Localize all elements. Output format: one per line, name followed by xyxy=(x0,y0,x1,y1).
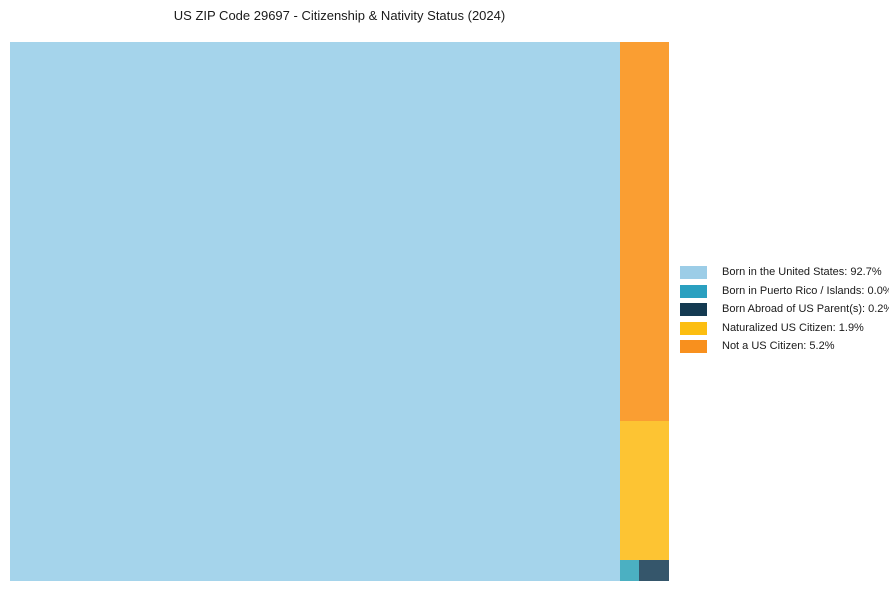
legend-item-naturalized: Naturalized US Citizen: 1.9% xyxy=(680,321,889,335)
legend-swatch-born-in-us xyxy=(680,266,707,279)
legend-item-born-in-puerto-rico: Born in Puerto Rico / Islands: 0.0% xyxy=(680,284,889,298)
legend-swatch-born-abroad xyxy=(680,303,707,316)
treemap-segment-naturalized-us-citizen xyxy=(620,421,669,560)
treemap-segment-born-in-us xyxy=(10,42,620,581)
treemap-segment-born-abroad-of-us-parents xyxy=(639,560,669,581)
treemap-segment-born-in-puerto-rico-islands xyxy=(620,560,639,581)
treemap-chart xyxy=(10,42,669,581)
legend-label: Naturalized US Citizen: 1.9% xyxy=(722,321,864,334)
legend-item-born-in-us: Born in the United States: 92.7% xyxy=(680,266,889,279)
legend-label: Not a US Citizen: 5.2% xyxy=(722,340,835,352)
legend-swatch-naturalized xyxy=(680,321,707,335)
legend-item-not-a-us-citizen: Not a US Citizen: 5.2% xyxy=(680,340,889,353)
legend-label: Born Abroad of US Parent(s): 0.2% xyxy=(722,303,889,315)
legend-label: Born in Puerto Rico / Islands: 0.0% xyxy=(722,284,889,297)
legend-swatch-born-in-puerto-rico xyxy=(680,284,707,298)
legend-label: Born in the United States: 92.7% xyxy=(722,266,882,278)
chart-legend: Born in the United States: 92.7% Born in… xyxy=(680,266,889,353)
chart-title: US ZIP Code 29697 - Citizenship & Nativi… xyxy=(173,8,506,23)
legend-swatch-not-a-us-citizen xyxy=(680,340,707,353)
legend-item-born-abroad: Born Abroad of US Parent(s): 0.2% xyxy=(680,303,889,316)
treemap-segment-not-a-us-citizen xyxy=(620,42,669,421)
